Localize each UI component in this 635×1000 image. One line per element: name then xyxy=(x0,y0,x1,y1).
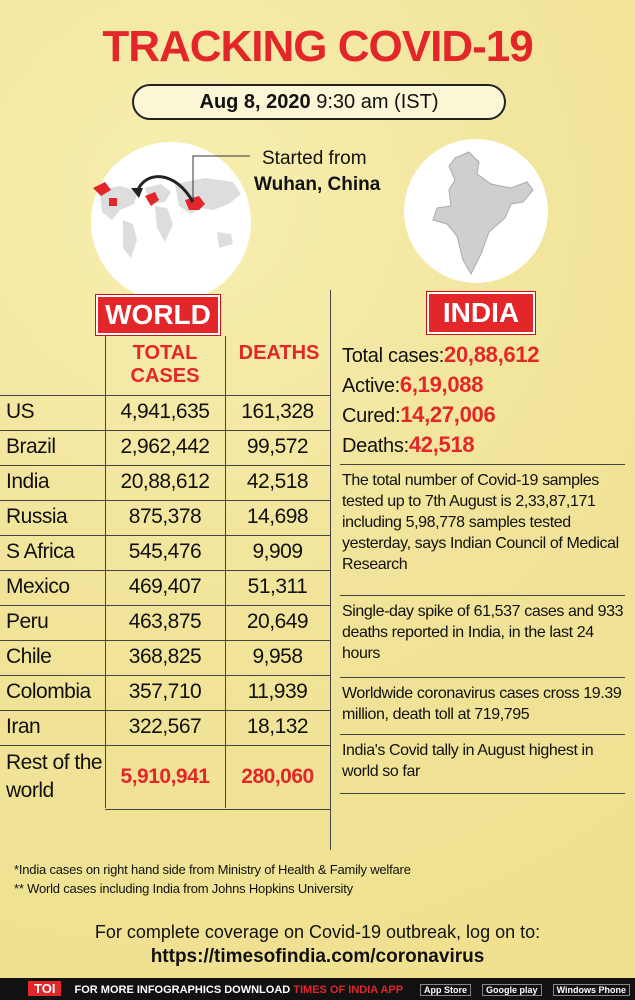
row-line xyxy=(0,640,330,641)
deaths: 20,649 xyxy=(246,610,309,633)
column-line xyxy=(330,290,331,850)
deaths: 14,698 xyxy=(246,505,309,528)
row-line xyxy=(0,710,330,711)
stat-value: 20,88,612 xyxy=(444,342,540,367)
note-divider xyxy=(340,793,625,794)
total-cases: 357,710 xyxy=(128,680,202,703)
column-header: TOTAL CASES xyxy=(130,342,200,387)
origin-place: Wuhan, China xyxy=(254,174,381,195)
india-stat: Cured:14,27,006 xyxy=(342,402,496,428)
country: Brazil xyxy=(6,435,56,458)
time: 9:30 am (IST) xyxy=(316,91,439,113)
india-note: Single-day spike of 61,537 cases and 933… xyxy=(342,603,624,662)
date-pill: Aug 8, 2020 9:30 am (IST) xyxy=(132,84,506,120)
india-note: India's Covid tally in August highest in… xyxy=(342,742,594,780)
country: Mexico xyxy=(6,575,70,598)
stat-value: 42,518 xyxy=(408,432,475,457)
footnote: ** World cases including India from John… xyxy=(14,881,353,896)
deaths: 9,909 xyxy=(252,540,303,563)
deaths: 51,311 xyxy=(247,575,308,598)
total-cases: 368,825 xyxy=(128,645,202,668)
row-line xyxy=(0,535,330,536)
row-line xyxy=(0,605,330,606)
total-cases: 2,962,442 xyxy=(120,435,210,458)
country: Chile xyxy=(6,645,52,668)
note-divider xyxy=(340,677,625,678)
row-line xyxy=(105,809,330,810)
deaths: 280,060 xyxy=(241,765,314,788)
country: Colombia xyxy=(6,680,91,703)
origin-caption: Started from xyxy=(262,148,367,169)
deaths: 9,958 xyxy=(252,645,303,668)
row-line xyxy=(0,465,330,466)
note-divider xyxy=(340,734,625,735)
note-divider xyxy=(340,464,625,465)
row-line xyxy=(0,430,330,431)
column-header: DEATHS xyxy=(238,342,320,364)
country: Peru xyxy=(6,610,49,633)
india-note: Worldwide coronavirus cases cross 19.39 … xyxy=(342,685,622,723)
date: Aug 8, 2020 xyxy=(199,91,311,113)
total-cases: 322,567 xyxy=(128,715,202,738)
row-line xyxy=(0,500,330,501)
total-cases: 4,941,635 xyxy=(120,400,210,423)
bottom-bar: TOI FOR MORE INFOGRAPHICS DOWNLOAD TIMES… xyxy=(0,978,635,1000)
footer-text: For complete coverage on Covid-19 outbre… xyxy=(94,922,541,942)
row-line xyxy=(0,675,330,676)
column-line xyxy=(105,336,106,808)
row-line xyxy=(0,395,330,396)
stat-value: 14,27,006 xyxy=(400,402,496,427)
store-badge: Google play xyxy=(482,984,542,996)
stat-label: Total cases: xyxy=(342,345,445,367)
note-divider xyxy=(340,595,625,596)
brand: TOI xyxy=(28,981,62,996)
footnote: *India cases on right hand side from Min… xyxy=(14,862,411,877)
stat-label: Cured: xyxy=(342,405,401,427)
store-badge: App Store xyxy=(419,984,471,996)
deaths: 42,518 xyxy=(246,470,309,493)
row-line xyxy=(0,745,330,746)
deaths: 18,132 xyxy=(246,715,309,738)
footer-url: https://timesofindia.com/coronavirus xyxy=(150,946,485,967)
total-cases: 545,476 xyxy=(128,540,202,563)
india-stat: Active:6,19,088 xyxy=(342,372,483,398)
stat-value: 6,19,088 xyxy=(399,372,484,397)
total-cases: 20,88,612 xyxy=(120,470,210,493)
column-line xyxy=(225,336,226,808)
india-note: The total number of Covid-19 samples tes… xyxy=(342,472,619,573)
country: Iran xyxy=(6,715,41,738)
store-badge: Windows Phone xyxy=(552,984,631,996)
deaths: 99,572 xyxy=(246,435,309,458)
row-line xyxy=(0,570,330,571)
total-cases: 875,378 xyxy=(128,505,202,528)
total-cases: 5,910,941 xyxy=(120,765,210,788)
country: Rest of the world xyxy=(6,751,103,802)
deaths: 11,939 xyxy=(247,680,308,703)
india-heading: INDIA xyxy=(427,292,535,334)
country: Russia xyxy=(6,505,68,528)
deaths: 161,328 xyxy=(241,400,314,423)
india-stat: Total cases:20,88,612 xyxy=(342,342,540,368)
bar-text: FOR MORE INFOGRAPHICS DOWNLOAD xyxy=(74,984,291,996)
stat-label: Deaths: xyxy=(342,435,409,457)
india-stat: Deaths:42,518 xyxy=(342,432,475,458)
total-cases: 469,407 xyxy=(128,575,202,598)
country: S Africa xyxy=(6,540,75,563)
title: TRACKING COVID-19 xyxy=(102,22,533,71)
country: US xyxy=(6,400,35,423)
stat-label: Active: xyxy=(342,375,400,397)
world-map xyxy=(91,142,251,302)
india-map xyxy=(404,139,548,283)
total-cases: 463,875 xyxy=(128,610,202,633)
world-heading: WORLD xyxy=(96,295,220,335)
bar-app: TIMES OF INDIA APP xyxy=(293,984,403,996)
country: India xyxy=(6,470,50,493)
